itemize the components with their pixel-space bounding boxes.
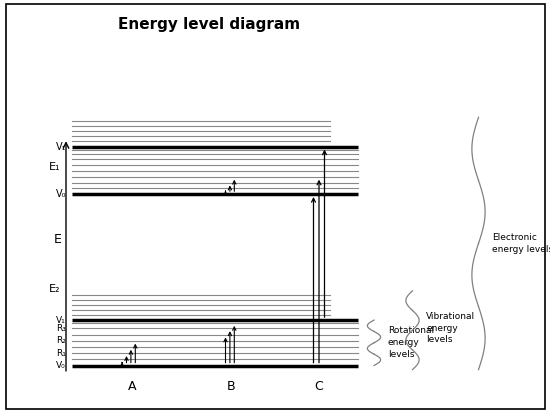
- Text: V₁: V₁: [56, 316, 66, 325]
- Text: R₁: R₁: [56, 349, 66, 358]
- Text: E: E: [54, 233, 62, 246]
- Text: E₁: E₁: [50, 162, 60, 172]
- Text: A: A: [128, 380, 136, 393]
- Text: E₂: E₂: [50, 284, 60, 294]
- Text: C: C: [315, 380, 323, 393]
- Text: Vibrational
energy
levels: Vibrational energy levels: [426, 312, 475, 344]
- Text: V₀: V₀: [56, 189, 66, 199]
- Text: Rotational
energy
levels: Rotational energy levels: [388, 327, 434, 359]
- Text: V₁: V₁: [56, 142, 66, 152]
- Text: V₀: V₀: [56, 361, 66, 370]
- Text: B: B: [227, 380, 235, 393]
- Text: R₃: R₃: [56, 324, 66, 333]
- Text: R₂: R₂: [56, 336, 66, 345]
- Text: Energy level diagram: Energy level diagram: [118, 17, 300, 32]
- Text: Electronic
energy levels: Electronic energy levels: [492, 233, 550, 254]
